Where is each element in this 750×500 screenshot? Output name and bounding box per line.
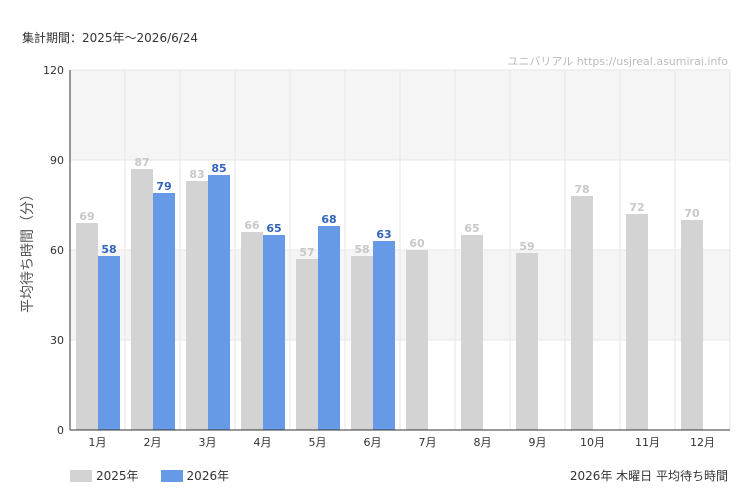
bar-chart: 0 30 60 90 120 69 58 1月 87 79 2月 83 85 3月 66 65 4月 57 68 5月… [20, 64, 731, 449]
x-tick-label: 1月 [89, 436, 107, 449]
x-tick-label: 10月 [580, 436, 605, 449]
data-label-2025: 57 [299, 246, 314, 259]
bar-2026 [98, 256, 120, 430]
y-tick-label: 30 [50, 334, 64, 347]
bar-2025 [461, 235, 483, 430]
bar-2025 [186, 181, 208, 430]
bar-2025 [626, 214, 648, 430]
data-label-2026: 58 [101, 243, 116, 256]
bar-2025 [571, 196, 593, 430]
x-tick-label: 6月 [364, 436, 382, 449]
data-label-2025: 72 [629, 201, 644, 214]
legend-label-2026: 2026年 [186, 469, 230, 483]
y-tick-label: 90 [50, 154, 64, 167]
data-label-2026: 63 [376, 228, 391, 241]
x-tick-label: 7月 [419, 436, 437, 449]
bar-2026 [318, 226, 340, 430]
data-label-2025: 65 [464, 222, 479, 235]
legend: 2025年 2026年 [70, 467, 229, 484]
data-label-2025: 69 [79, 210, 94, 223]
y-axis-label: 平均待ち時間（分） [20, 187, 36, 313]
data-label-2026: 68 [321, 213, 336, 226]
x-tick-label: 2月 [144, 436, 162, 449]
legend-item-2026[interactable]: 2026年 [160, 467, 230, 484]
chart-caption: 2026年 木曜日 平均待ち時間 [569, 469, 728, 483]
bar-2025 [351, 256, 373, 430]
data-label-2025: 59 [519, 240, 534, 253]
y-tick-label: 120 [43, 64, 64, 77]
bar-2025 [241, 232, 263, 430]
x-tick-label: 8月 [474, 436, 492, 449]
data-label-2025: 66 [244, 219, 260, 232]
data-label-2025: 78 [574, 183, 589, 196]
legend-swatch-2025 [70, 469, 92, 482]
data-label-2026: 85 [211, 162, 226, 175]
data-label-2026: 79 [156, 180, 171, 193]
legend-swatch-2026 [160, 469, 183, 482]
data-label-2025: 87 [134, 156, 149, 169]
x-tick-label: 12月 [690, 436, 715, 449]
legend-label-2025: 2025年 [96, 469, 139, 483]
bar-2025 [516, 253, 538, 430]
y-tick-label: 0 [57, 424, 64, 437]
x-tick-label: 4月 [254, 436, 272, 449]
data-label-2026: 65 [266, 222, 281, 235]
data-label-2025: 58 [354, 243, 369, 256]
x-tick-label: 11月 [635, 436, 660, 449]
x-tick-label: 3月 [199, 436, 217, 449]
bar-2025 [681, 220, 703, 430]
bar-2026 [263, 235, 285, 430]
watermark: ユニバリアル https://usjreal.asumirai.info [507, 55, 728, 68]
bar-2025 [76, 223, 98, 430]
data-label-2025: 83 [189, 168, 204, 181]
data-label-2025: 70 [684, 207, 700, 220]
y-tick-label: 60 [50, 244, 64, 257]
x-tick-label: 9月 [529, 436, 547, 449]
bar-2025 [296, 259, 318, 430]
bar-2026 [208, 175, 230, 430]
bar-2025 [131, 169, 153, 430]
bar-2026 [153, 193, 175, 430]
bar-2026 [373, 241, 395, 430]
period-label: 集計期間：2025年～2026/6/24 [22, 31, 199, 45]
data-label-2025: 60 [409, 237, 425, 250]
legend-item-2025[interactable]: 2025年 [70, 467, 139, 484]
x-tick-label: 5月 [309, 436, 327, 449]
bar-2025 [406, 250, 428, 430]
